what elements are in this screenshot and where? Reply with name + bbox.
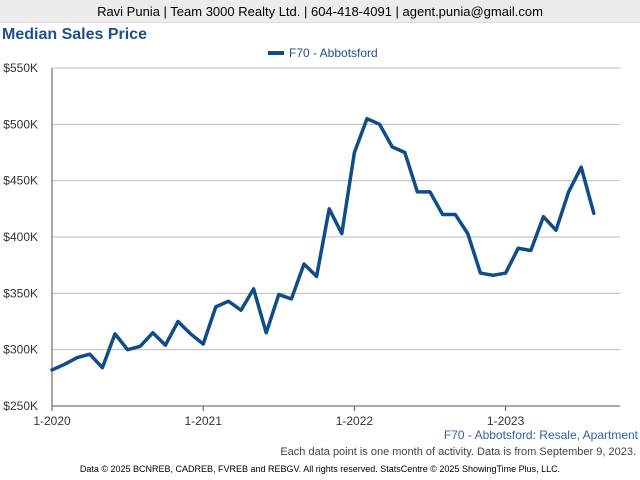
data-point bbox=[529, 249, 532, 252]
contact-bar: Ravi Punia | Team 3000 Realty Ltd. | 604… bbox=[0, 0, 640, 23]
data-point bbox=[126, 348, 129, 351]
data-point bbox=[139, 345, 142, 348]
data-point bbox=[176, 320, 180, 323]
data-point bbox=[328, 207, 331, 211]
x-tick-label: 1-2020 bbox=[33, 414, 71, 428]
data-point bbox=[466, 232, 469, 235]
x-tick-label: 1-2023 bbox=[487, 414, 525, 428]
data-point bbox=[479, 271, 482, 275]
data-point bbox=[277, 293, 280, 296]
contact-text: Ravi Punia | Team 3000 Realty Ltd. | 604… bbox=[97, 4, 543, 19]
chart-title: Median Sales Price bbox=[2, 26, 147, 43]
x-tick-label: 1-2021 bbox=[185, 414, 223, 428]
data-point bbox=[63, 363, 66, 366]
data-point bbox=[365, 117, 369, 120]
data-point bbox=[302, 262, 306, 266]
data-point bbox=[214, 305, 217, 309]
data-point bbox=[353, 151, 356, 154]
data-point bbox=[491, 274, 495, 277]
y-tick-label: $550K bbox=[3, 61, 38, 75]
data-point bbox=[252, 287, 255, 291]
data-point bbox=[340, 232, 343, 235]
data-note: Each data point is one month of activity… bbox=[280, 446, 636, 458]
data-point bbox=[315, 275, 318, 278]
data-point bbox=[517, 247, 520, 250]
data-point bbox=[428, 190, 432, 194]
data-point bbox=[416, 190, 419, 194]
data-point bbox=[164, 343, 167, 347]
data-point bbox=[592, 212, 595, 215]
data-point bbox=[542, 215, 545, 218]
data-point bbox=[50, 368, 54, 372]
y-tick-label: $500K bbox=[3, 117, 38, 131]
chart-legend: F70 - Abbotsford bbox=[268, 46, 378, 60]
y-tick-label: $400K bbox=[3, 230, 38, 244]
copyright: Data © 2025 BCNREB, CADREB, FVREB and RE… bbox=[79, 464, 561, 474]
legend-label: F70 - Abbotsford bbox=[289, 46, 378, 60]
y-tick-label: $300K bbox=[3, 343, 38, 357]
data-point bbox=[378, 123, 381, 126]
data-point bbox=[554, 229, 558, 232]
data-point bbox=[101, 366, 104, 369]
y-tick-label: $250K bbox=[3, 399, 38, 413]
data-point bbox=[76, 356, 79, 359]
series-line bbox=[50, 116, 596, 372]
data-point bbox=[88, 352, 92, 356]
data-point bbox=[580, 165, 583, 169]
data-point bbox=[202, 342, 205, 346]
x-tick-label: 1-2022 bbox=[336, 414, 374, 428]
data-point bbox=[403, 151, 406, 154]
data-point bbox=[239, 309, 243, 312]
data-point bbox=[441, 213, 444, 216]
data-point bbox=[189, 332, 192, 336]
series-caption: F70 - Abbotsford: Resale, Apartment bbox=[443, 428, 638, 442]
data-point bbox=[290, 297, 293, 301]
data-point bbox=[151, 331, 154, 334]
y-tick-label: $350K bbox=[3, 286, 38, 300]
y-tick-label: $450K bbox=[3, 174, 38, 188]
data-point bbox=[567, 190, 570, 194]
data-point bbox=[265, 331, 268, 334]
data-point bbox=[391, 145, 394, 149]
data-point bbox=[113, 332, 117, 336]
legend-swatch bbox=[268, 51, 284, 55]
data-point bbox=[227, 300, 230, 303]
data-point bbox=[504, 271, 507, 275]
data-point bbox=[454, 213, 457, 216]
